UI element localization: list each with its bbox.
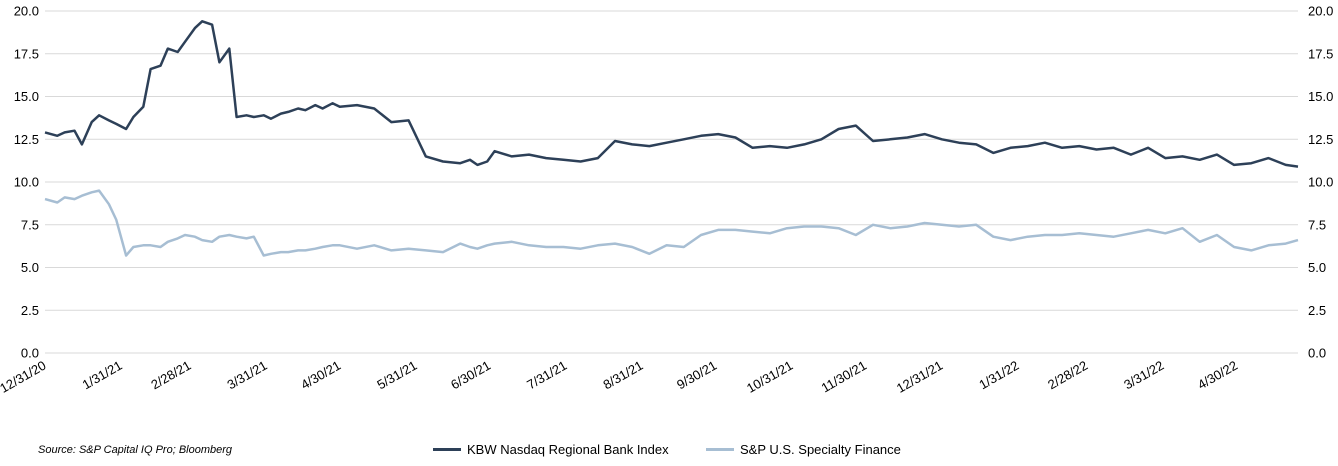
x-tick-label: 12/31/21 (894, 358, 945, 396)
x-tick-label: 11/30/21 (819, 358, 869, 396)
legend-label-kbw: KBW Nasdaq Regional Bank Index (467, 442, 669, 457)
y-tick-label-right: 7.5 (1308, 217, 1326, 232)
y-tick-label-left: 20.0 (14, 4, 39, 19)
source-note: Source: S&P Capital IQ Pro; Bloomberg (38, 444, 233, 456)
x-tick-label: 2/28/22 (1045, 358, 1090, 393)
legend-label-spf: S&P U.S. Specialty Finance (740, 442, 901, 457)
y-tick-label-right: 5.0 (1308, 260, 1326, 275)
x-tick-label: 3/31/22 (1121, 358, 1166, 393)
x-tick-label: 9/30/21 (674, 358, 719, 393)
x-tick-label: 4/30/21 (298, 358, 343, 393)
y-tick-label-left: 7.5 (21, 217, 39, 232)
x-tick-label: 8/31/21 (600, 358, 645, 393)
legend-swatch-kbw (433, 448, 461, 451)
y-tick-label-right: 2.5 (1308, 303, 1326, 318)
x-tick-label: 1/31/21 (80, 358, 125, 393)
y-tick-label-left: 10.0 (14, 175, 39, 190)
legend-swatch-spf (706, 448, 734, 451)
y-tick-label-right: 17.5 (1308, 46, 1333, 61)
x-tick-label: 6/30/21 (448, 358, 493, 393)
gridlines (45, 10, 1298, 354)
x-tick-label: 7/31/21 (524, 358, 569, 393)
x-tick-label: 5/31/21 (374, 358, 419, 393)
y-tick-label-left: 17.5 (14, 46, 39, 61)
x-tick-label: 1/31/22 (976, 358, 1021, 393)
y-tick-label-left: 5.0 (21, 260, 39, 275)
x-tick-label: 12/31/20 (0, 358, 49, 396)
y-tick-label-left: 2.5 (21, 303, 39, 318)
series-line-spf (44, 189, 1299, 257)
x-axis: 12/31/20 1/31/21 2/28/21 3/31/21 4/30/21 5/31… (0, 358, 1240, 396)
y-axis-left: 0.0 2.5 5.0 7.5 10.0 12.5 15.0 17.5 20.0 (14, 4, 39, 361)
y-tick-label-left: 0.0 (21, 346, 39, 361)
x-tick-label: 10/31/21 (744, 358, 795, 396)
x-tick-label: 4/30/22 (1195, 358, 1240, 393)
series-lines (44, 20, 1299, 257)
x-tick-label: 3/31/21 (225, 358, 270, 393)
y-tick-label-right: 10.0 (1308, 175, 1333, 190)
y-tick-label-right: 15.0 (1308, 89, 1333, 104)
y-tick-label-right: 12.5 (1308, 132, 1333, 147)
legend-item-kbw: KBW Nasdaq Regional Bank Index (433, 442, 669, 457)
y-tick-label-left: 15.0 (14, 89, 39, 104)
x-tick-label: 2/28/21 (148, 358, 193, 393)
y-axis-right: 0.0 2.5 5.0 7.5 10.0 12.5 15.0 17.5 20.0 (1308, 4, 1333, 361)
y-tick-label-right: 0.0 (1308, 346, 1326, 361)
legend-item-spf: S&P U.S. Specialty Finance (706, 442, 901, 457)
y-tick-label-left: 12.5 (14, 132, 39, 147)
y-tick-label-right: 20.0 (1308, 4, 1333, 19)
series-line-kbw (44, 20, 1299, 168)
